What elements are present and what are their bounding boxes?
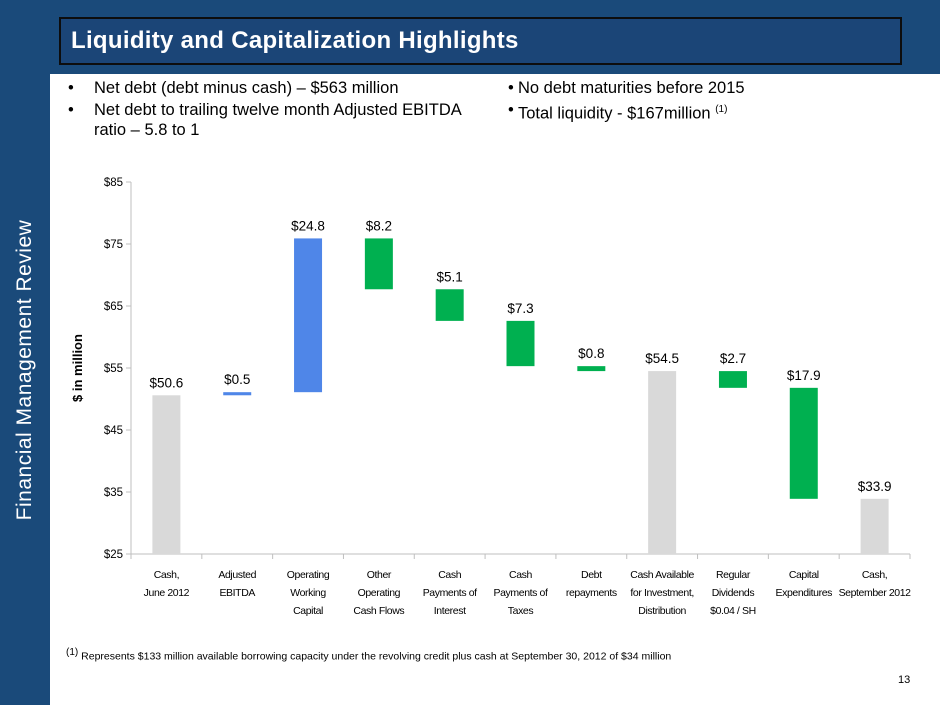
sidebar-band: Financial Management Review [0,0,50,705]
data-label: $24.8 [291,218,325,233]
bullet-text: Total liquidity - $167million [518,104,711,123]
x-tick-label: Cash Available for Investment, Distributio… [630,569,694,617]
x-tick-label-line: Operating [358,587,401,599]
x-tick-label-line: Distribution [638,605,686,617]
x-tick-label-line: Adjusted [218,569,256,581]
bullet-text: Net debt to trailing twelve month Adjust… [94,101,461,139]
data-label: $8.2 [366,218,392,233]
x-tick-label-line: Expenditures [776,587,833,599]
footnote-marker: (1) [66,647,79,658]
x-tick-label-line: Cash Flows [353,605,404,617]
x-tick-label-line: for Investment, [630,587,693,599]
bullet-marker: • [68,79,74,97]
y-tick-label: $55 [104,363,123,375]
x-tick-label-line: Operating [287,569,330,581]
x-tick-label-line: Cash [438,569,461,581]
bar-decrease [718,371,747,388]
data-label: $7.3 [507,301,533,316]
bullet-item: • Total liquidity - $167million (1) [508,100,838,124]
bar-decrease [506,320,535,367]
x-tick-label-line: EBITDA [219,587,255,599]
bar-total [648,371,677,554]
x-tick-label-line: Capital [789,569,819,581]
data-label: $5.1 [437,269,463,284]
bar-increase [294,238,323,393]
footnote: (1) Represents $133 million available bo… [66,647,671,663]
x-tick-label-line: Debt [581,569,602,581]
x-tick-label-line: June 2012 [144,587,190,599]
bullet-marker: • [68,101,74,119]
x-tick-label-line: Payments of [423,587,477,599]
x-tick-label-line: Cash [509,569,532,581]
x-tick-label: Cash, June 2012 [144,569,190,599]
x-tick-label-line: Other [367,569,392,581]
x-tick-label: Other Operating Cash Flows [353,569,404,617]
bullet-text: No debt maturities before 2015 [518,79,745,97]
x-tick-label-line: Cash, [862,569,887,581]
x-tick-label: Operating Working Capital [287,569,330,617]
data-label: $54.5 [645,351,679,366]
bar-decrease [435,289,464,321]
page-number: 13 [898,674,911,686]
title-box: Liquidity and Capitalization Highlights [59,17,902,65]
data-label: $33.9 [858,479,892,494]
y-tick-label: $85 [104,177,123,189]
bullet-marker: • [508,101,514,119]
data-label: $50.6 [150,375,184,390]
x-tick-label-line: Working [290,587,326,599]
x-tick-label-line: repayments [566,587,617,599]
bar-decrease [789,387,818,499]
bullet-item: • Net debt to trailing twelve month Adju… [66,100,496,140]
x-tick-label: Capital Expenditures [776,569,833,599]
data-label: $17.9 [787,368,821,383]
bar-total [152,395,181,554]
bar-increase [223,392,252,396]
x-tick-label-line: September 2012 [839,587,912,599]
page-title: Liquidity and Capitalization Highlights [71,27,519,54]
footnote-ref: (1) [715,104,728,115]
y-tick-label: $75 [104,239,123,251]
y-axis-title: $ in million [70,334,85,402]
bullet-text: Net debt (debt minus cash) – $563 millio… [94,79,399,97]
data-label: $0.5 [224,372,250,387]
bullet-list-left: • Net debt (debt minus cash) – $563 mill… [66,78,496,140]
x-tick-label-line: Taxes [508,605,534,617]
x-tick-label-line: Regular [716,569,751,581]
x-tick-label: Cash Payments of Interest [423,569,477,617]
bullet-marker: • [508,79,514,97]
y-tick-label: $65 [104,301,123,313]
x-tick-label: Debt repayments [566,569,617,599]
x-tick-label-line: $0.04 / SH [710,605,756,617]
y-tick-label: $25 [104,549,123,561]
x-tick-label-line: Dividends [712,587,755,599]
x-tick-label-line: Cash Available [630,569,694,581]
footnote-text: Represents $133 million available borrow… [81,650,672,663]
y-tick-label: $35 [104,487,123,499]
x-tick-label: Regular Dividends $0.04 / SH [710,569,756,617]
x-tick-label-line: Interest [434,605,466,617]
bullet-item: • Net debt (debt minus cash) – $563 mill… [66,78,496,98]
x-tick-label-line: Capital [293,605,323,617]
x-tick-label: Cash, September 2012 [839,569,912,599]
x-tick-label: Cash Payments of Taxes [494,569,548,617]
data-label: $2.7 [720,351,746,366]
bar-total [860,498,889,554]
x-tick-label-line: Cash, [154,569,179,581]
bullet-list-right: • No debt maturities before 2015 • Total… [508,78,838,124]
bar-decrease [364,238,393,290]
y-tick-label: $45 [104,425,123,437]
bar-decrease [577,366,606,372]
data-label: $0.8 [578,346,604,361]
x-tick-label: Adjusted EBITDA [218,569,256,599]
bullet-item: • No debt maturities before 2015 [508,78,838,98]
x-tick-label-line: Payments of [494,587,548,599]
